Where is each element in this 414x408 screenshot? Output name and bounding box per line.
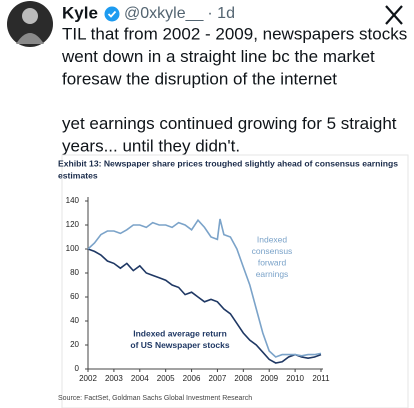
x-tick-label: 2003: [105, 374, 123, 383]
x-tick-label: 2009: [260, 374, 278, 383]
chart: Exhibit 13: Newspaper share prices troug…: [58, 158, 398, 402]
series-label: Indexed: [257, 234, 288, 244]
series-line: [87, 218, 322, 358]
series-label: Indexed average return: [133, 328, 227, 338]
series-label: of US Newspaper stocks: [130, 340, 229, 350]
tweet-line: years... until they didn't.: [62, 136, 240, 155]
y-tick-label: 0: [75, 364, 80, 373]
x-tick-label: 2002: [79, 374, 97, 383]
y-tick-label: 40: [70, 316, 79, 325]
x-tick-label: 2004: [131, 374, 149, 383]
timestamp[interactable]: · 1d: [207, 5, 235, 22]
y-tick-label: 140: [66, 196, 80, 205]
x-tick-label: 2005: [157, 374, 175, 383]
series-line: [87, 248, 322, 364]
avatar-figure: [22, 8, 38, 24]
tweet-line: yet earnings continued growing for 5 str…: [62, 114, 397, 133]
series-label: forward: [258, 257, 287, 267]
y-tick-label: 100: [66, 244, 80, 253]
tweet-line: foresaw the disruption of the internet: [62, 69, 337, 88]
series-label: earnings: [256, 269, 289, 279]
chart-image[interactable]: [61, 154, 409, 408]
avatar-figure: [16, 33, 44, 44]
x-tick-label: 2008: [234, 374, 252, 383]
tweet-text: TIL that from 2002 - 2009, newspapers st…: [61, 24, 407, 155]
handle[interactable]: @0xkyle__: [124, 5, 204, 22]
series-label: consensus: [252, 246, 293, 256]
x-logo[interactable]: [385, 5, 403, 25]
chart-title: estimates: [58, 170, 98, 180]
x-tick-label: 2011: [312, 374, 330, 383]
chart-title: Exhibit 13: Newspaper share prices troug…: [58, 158, 398, 168]
x-tick-label: 2010: [286, 374, 304, 383]
y-tick-label: 80: [70, 268, 79, 277]
tweet-line: went down in a straight line bc the mark…: [61, 47, 375, 66]
y-tick-label: 60: [70, 292, 79, 301]
x-tick-label: 2007: [209, 374, 227, 383]
y-tick-label: 20: [70, 340, 79, 349]
verified-badge: [104, 6, 120, 22]
display-name[interactable]: Kyle: [62, 3, 98, 22]
x-tick-label: 2006: [183, 374, 201, 383]
y-tick-label: 120: [66, 220, 80, 229]
tweet-line: TIL that from 2002 - 2009, newspapers st…: [62, 24, 407, 43]
chart-source: Source: FactSet, Goldman Sachs Global In…: [58, 395, 252, 402]
